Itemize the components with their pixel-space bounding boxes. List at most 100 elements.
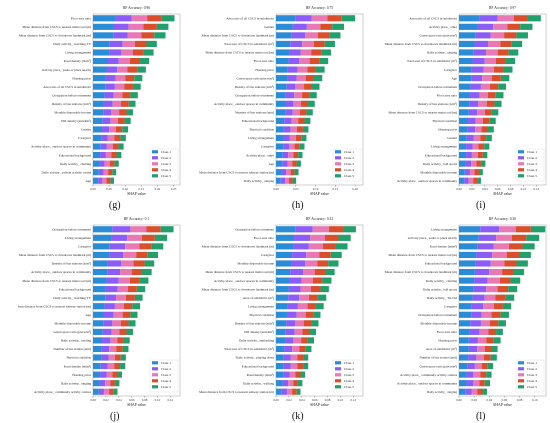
shap-bar-segment [483, 303, 494, 310]
shap-bar-segment [459, 345, 469, 353]
shap-bar-segment [492, 251, 507, 259]
feature-label: Living arrangement [431, 145, 457, 149]
shap-bar-segment [459, 151, 467, 159]
shap-bar-segment [122, 126, 129, 133]
shap-bar-segment [93, 23, 114, 30]
shap-bar-segment [120, 320, 129, 327]
legend-swatch [335, 174, 341, 178]
plot-frame [275, 224, 364, 397]
legend-entry: Class 2 [344, 367, 354, 371]
shap-bar-segment [116, 294, 126, 301]
shap-bar-segment [117, 371, 122, 378]
shap-bar-segment [473, 177, 478, 184]
shap-bar-segment [323, 243, 336, 250]
x-tick-label: 0.25 [171, 187, 177, 191]
legend-entry: Class 4 [344, 379, 354, 383]
shap-bar-segment [276, 311, 287, 318]
shap-bar-segment [98, 177, 103, 184]
shap-bar-segment [105, 151, 112, 159]
plot-frame [458, 224, 547, 397]
shap-bar-segment [129, 277, 140, 284]
shap-bar-segment [302, 126, 309, 133]
shap-bar-segment [127, 286, 137, 293]
shap-bar-segment [519, 251, 531, 259]
shap-bar-segment [481, 362, 488, 370]
feature-label: Daily activity_ singing [427, 51, 458, 55]
shap-bar-segment [112, 169, 117, 176]
shap-bar-segment [119, 328, 127, 335]
shap-bar-segment [459, 243, 478, 250]
feature-label: Density of bus stations (n/m²) [52, 262, 91, 266]
shap-bar-segment [276, 345, 285, 353]
feature-label: Activity place_ community activity centr… [400, 373, 458, 377]
feature-label: Mean distance from CSCS to nearest main … [23, 25, 92, 29]
x-tick-label: 0.06 [129, 398, 135, 402]
feature-label: Area of subdistrict (m²) [243, 296, 274, 300]
shap-bar-segment [477, 388, 483, 395]
shap-bar-segment [477, 337, 487, 344]
shap-bar-segment [108, 354, 115, 361]
shap-bar-segment [311, 320, 319, 327]
feature-label: Density of bus stations (n/m²) [235, 85, 274, 89]
shap-bar-segment [459, 100, 470, 107]
shap-bar-segment [335, 243, 348, 250]
feature-label: Educational background [425, 153, 457, 157]
shap-bar-segment [330, 251, 342, 259]
shap-bar-segment [459, 75, 472, 82]
feature-label: Caregiver [78, 245, 92, 249]
shap-bar-segment [317, 294, 327, 301]
legend-swatch [152, 150, 158, 154]
shap-bar-segment [493, 337, 501, 344]
shap-bar-segment [471, 160, 477, 167]
feature-label: Daily activity_ ball sports [423, 162, 458, 166]
feature-label: Activity place_ outdoor spaces in commun… [397, 381, 457, 385]
shap-bar-segment [98, 169, 104, 176]
shap-bar-segment [473, 49, 487, 56]
shap-bar-segment [160, 226, 174, 233]
shap-bar-segment [289, 177, 293, 184]
shap-bar-segment [496, 234, 512, 241]
legend-swatch [152, 361, 158, 365]
shap-bar-segment [293, 380, 298, 387]
shap-bar-segment [100, 151, 106, 159]
shap-bar-segment [459, 169, 465, 176]
shap-bar-segment [143, 49, 154, 56]
shap-bar-segment [500, 311, 509, 318]
shap-bar-segment [101, 354, 109, 361]
shap-bar-segment [293, 243, 309, 250]
shap-bar-segment [301, 277, 313, 284]
x-tick-label: 0.15 [139, 187, 145, 191]
shap-bar-segment [99, 380, 106, 387]
shap-bar-segment [482, 75, 492, 82]
shap-bar-segment [303, 354, 309, 361]
shap-bar-segment [477, 109, 485, 116]
x-tick-label: 0.10 [155, 398, 161, 402]
x-tick-label: 0.15 [333, 187, 339, 191]
feature-label: Floor area ratio [437, 330, 458, 334]
shap-bar-segment [465, 388, 472, 395]
shap-bar-segment [303, 362, 309, 370]
shap-bar-segment [475, 32, 491, 39]
shap-bar-segment [311, 49, 322, 56]
feature-label: Daily activity_ Tai Chi [427, 296, 457, 300]
shap-bar-segment [478, 100, 487, 107]
shap-bar-segment [276, 49, 290, 56]
shap-bar-segment [114, 83, 125, 90]
shap-bar-segment [466, 143, 473, 150]
shap-bar-segment [93, 109, 104, 116]
legend-entry: Class 5 [161, 174, 171, 178]
shap-bar-segment [474, 268, 490, 276]
shap-bar-segment [459, 32, 476, 39]
legend-swatch [518, 367, 524, 371]
shap-bar-segment [133, 260, 145, 267]
shap-bar-segment [322, 277, 332, 284]
shap-bar-segment [110, 117, 118, 124]
shap-bar-segment [474, 277, 488, 284]
shap-bar-segment [290, 268, 304, 276]
x-tick-label: 0.10 [532, 398, 538, 402]
shap-bar-segment [276, 57, 289, 65]
shap-bar-segment [121, 260, 134, 267]
shap-bar-segment [300, 100, 309, 107]
shap-bar-segment [288, 294, 300, 301]
shap-bar-segment [141, 234, 155, 241]
